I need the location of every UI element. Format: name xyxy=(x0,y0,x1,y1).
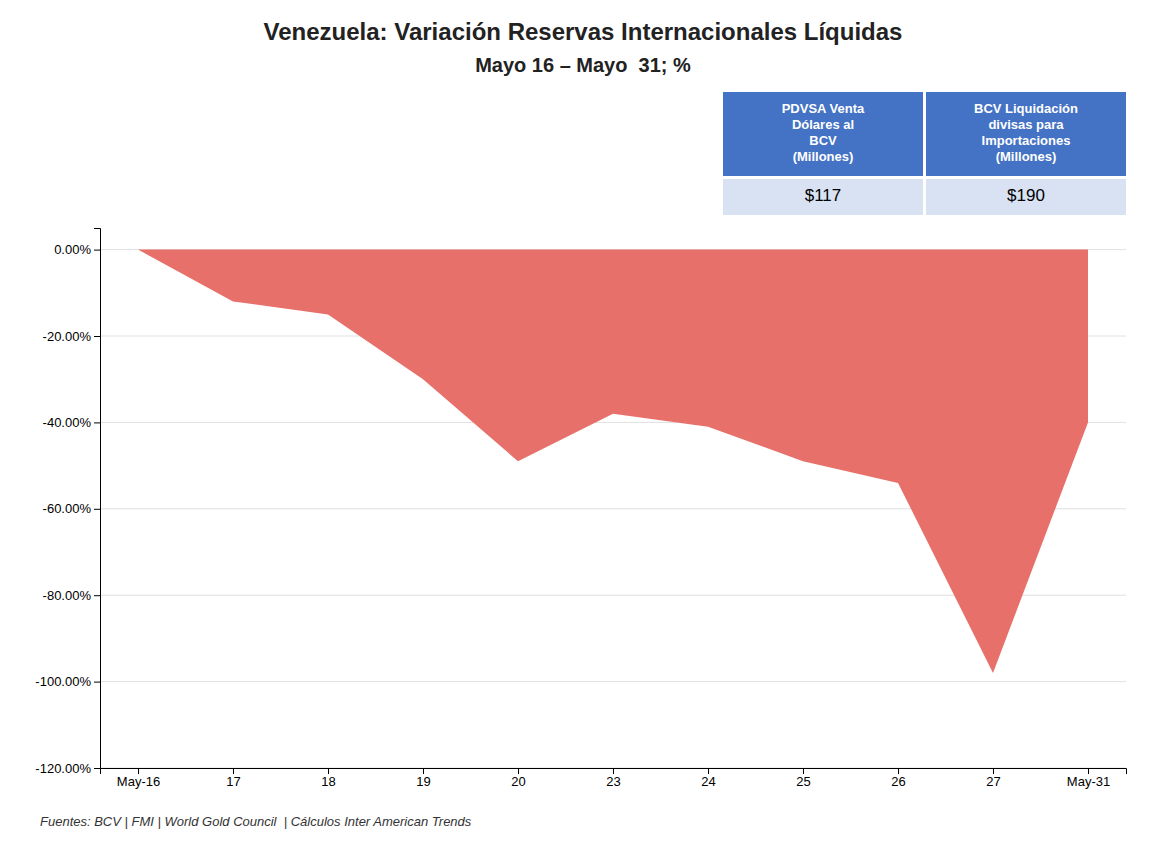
tick-label: -40.00% xyxy=(43,415,92,430)
tick: 23 xyxy=(606,768,620,789)
subtitle: Mayo 16 – Mayo 31; % xyxy=(475,54,691,76)
tick-label: -80.00% xyxy=(43,588,92,603)
table-header: BCV Liquidacióndivisas paraImportaciones… xyxy=(974,101,1078,164)
tick-label: 26 xyxy=(891,774,905,789)
tick-mark xyxy=(803,768,804,774)
tick-mark xyxy=(94,595,100,596)
tick-label: 17 xyxy=(226,774,240,789)
tick: 25 xyxy=(796,768,810,789)
tick-label: -100.00% xyxy=(35,674,91,689)
tick-mark xyxy=(94,682,100,683)
tick-mark xyxy=(233,768,234,774)
title: Venezuela: Variación Reservas Internacio… xyxy=(264,18,903,45)
tick: 18 xyxy=(321,768,335,789)
tick-mark xyxy=(94,768,100,769)
area xyxy=(138,250,1088,673)
table-value-cell xyxy=(926,179,1126,215)
tick-label: 20 xyxy=(511,774,525,789)
tick: 20 xyxy=(511,768,525,789)
tick-label: 25 xyxy=(796,774,810,789)
x-axis: May-16 17 18 19 20 23 24 25 26 27 May-31 xyxy=(101,768,1127,789)
tick: 27 xyxy=(986,768,1000,789)
tick: 24 xyxy=(701,768,715,789)
table-header-cell xyxy=(723,92,923,176)
grid-line xyxy=(100,681,1126,682)
tick-mark xyxy=(898,768,899,774)
table-header-line: (Millones) xyxy=(793,149,854,164)
tick-mark xyxy=(94,336,100,337)
tick-label: 18 xyxy=(321,774,335,789)
tick-mark xyxy=(94,509,100,510)
tick-mark xyxy=(1088,768,1089,774)
axis-line xyxy=(101,769,1127,775)
tick-label: 27 xyxy=(986,774,1000,789)
grid xyxy=(100,250,1126,768)
tick: -20.00% xyxy=(43,329,100,344)
tick: 17 xyxy=(226,768,240,789)
table-value-cell xyxy=(723,179,923,215)
tick-label: 19 xyxy=(416,774,430,789)
tick: 26 xyxy=(891,768,905,789)
tick: -80.00% xyxy=(43,588,100,603)
tick-mark xyxy=(138,768,139,774)
table-value: $117 xyxy=(805,186,842,205)
tick-label: 0.00% xyxy=(54,242,91,257)
tick-mark xyxy=(708,768,709,774)
tick-mark xyxy=(328,768,329,774)
tick-mark xyxy=(518,768,519,774)
tick-label: May-16 xyxy=(117,774,160,789)
table-header-line: (Millones) xyxy=(996,149,1057,164)
tick-mark xyxy=(94,250,100,251)
tick: 0.00% xyxy=(54,242,100,257)
tick-label: 23 xyxy=(606,774,620,789)
tick-mark xyxy=(423,768,424,774)
tick: -100.00% xyxy=(35,674,100,689)
tick-label: -120.00% xyxy=(35,761,91,776)
tick-mark xyxy=(94,422,100,423)
chart: Venezuela: Variación Reservas Internacio… xyxy=(0,0,1166,842)
tick: May-31 xyxy=(1067,768,1110,789)
tick-label: May-31 xyxy=(1067,774,1110,789)
tick: -60.00% xyxy=(43,501,100,516)
tick-mark xyxy=(993,768,994,774)
tick-label: -60.00% xyxy=(43,501,92,516)
tick: 19 xyxy=(416,768,430,789)
table-header-line: BCV xyxy=(809,133,837,148)
table-header-line: Dólares al xyxy=(792,117,854,132)
tick: -120.00% xyxy=(35,761,100,776)
footer: Fuentes: BCV | FMI | World Gold Council … xyxy=(40,814,472,829)
table-header-line: Importaciones xyxy=(982,133,1071,148)
table-header-line: BCV Liquidación xyxy=(974,101,1078,116)
table-value: $190 xyxy=(1007,186,1045,205)
plot-area xyxy=(138,250,1088,673)
tick-mark xyxy=(613,768,614,774)
table-header-cell xyxy=(926,92,1126,176)
tick: May-16 xyxy=(117,768,160,789)
tick-label: 24 xyxy=(701,774,715,789)
table: PDVSA VentaDólares alBCV(Millones)$117BC… xyxy=(723,92,1126,215)
table-header-line: PDVSA Venta xyxy=(782,101,865,116)
y-axis: 0.00% -20.00% -40.00% -60.00% -80.00% -100.00… xyxy=(35,229,100,776)
table-header: PDVSA VentaDólares alBCV(Millones) xyxy=(782,101,865,164)
table-header-line: divisas para xyxy=(988,117,1064,132)
tick-label: -20.00% xyxy=(43,329,92,344)
axis-line xyxy=(94,229,101,769)
tick: -40.00% xyxy=(43,415,100,430)
